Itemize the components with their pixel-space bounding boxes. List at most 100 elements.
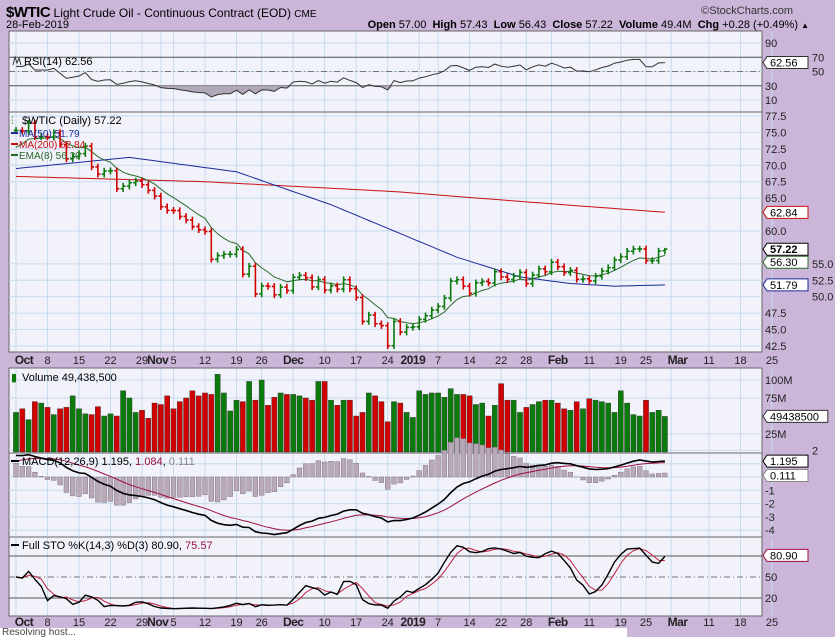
ohlc-bar [158, 192, 164, 211]
volume-bar [183, 397, 189, 453]
rsi-oversold-fill [16, 85, 665, 97]
tag-box [762, 56, 809, 70]
macd-histogram-bar [416, 470, 422, 478]
ohlc-bar [423, 312, 428, 323]
brand-logo[interactable]: ©StockCharts.com [701, 5, 793, 17]
volume-bar [384, 421, 391, 453]
volume-value-tag: 49438500 [762, 409, 829, 423]
macd-histogram-bar [88, 476, 95, 499]
volume-bar [145, 417, 152, 453]
volume-bar [605, 402, 611, 453]
y-tick-label: 42.5 [765, 341, 786, 353]
legend-ma200: MA(200) 62.84 [19, 140, 86, 151]
ohlc-bar [498, 268, 504, 281]
volume-bar [586, 398, 593, 453]
y-tick-label: 10 [765, 95, 777, 107]
ohlc-bar [108, 167, 113, 175]
macd-histogram-bar [252, 476, 259, 497]
volume-bar [662, 416, 668, 453]
x-axis-label: 22 [104, 617, 116, 629]
volume-bar [618, 390, 624, 453]
x-axis-label: 17 [350, 617, 362, 629]
ohlc-bar [26, 119, 32, 135]
macd-histogram-bar [366, 476, 372, 478]
x-axis-label: 28 [520, 355, 532, 367]
volume-bar [422, 394, 429, 453]
x-axis-label: Mar [668, 353, 689, 367]
volume-bar [391, 401, 397, 453]
x-axis-label: 5 [170, 617, 176, 629]
x-axis-label: 11 [584, 617, 595, 629]
macd-histogram-bar [328, 461, 334, 478]
y-tick-label: 47.5 [765, 308, 786, 320]
y-tick-label: 20 [765, 593, 777, 605]
volume-bar [636, 415, 643, 453]
x-axis-label: 25 [766, 355, 778, 367]
x-axis-label: 18 [734, 355, 746, 367]
macd-histogram-bar [57, 476, 63, 486]
ohlc-bar [145, 181, 151, 194]
macd-histogram-bar [259, 476, 265, 496]
volume-bar [372, 395, 378, 453]
macd-legend-signal: 1.084 [135, 456, 163, 468]
ohlc-bar [70, 153, 76, 163]
y-tick-label: 30 [765, 81, 777, 93]
x-axis-label: Dec [283, 615, 304, 629]
macd-histogram-bar [120, 476, 126, 506]
volume-bar [290, 394, 297, 453]
volume-bar [366, 392, 372, 453]
separator: , [163, 456, 169, 468]
volume-bar [542, 399, 548, 453]
y-tick-label: 65.0 [765, 193, 786, 205]
ohlc-bar [252, 262, 258, 298]
macd-histogram-bar [63, 476, 70, 493]
volume-bar [435, 392, 441, 453]
close-label: Close [552, 19, 583, 31]
macd-histogram-bar [378, 476, 385, 483]
x-axis-label: 14 [463, 355, 475, 367]
ohlc-bar [517, 269, 523, 280]
price-series [13, 119, 668, 350]
volume-bar [126, 397, 133, 453]
volume-bar [592, 399, 599, 453]
ohlc-bar [278, 283, 284, 299]
ohlc-bar [618, 253, 624, 264]
macd-histogram-bar [391, 476, 397, 485]
macd-histogram-bar [107, 476, 114, 502]
macd-histogram-bar [454, 437, 460, 478]
macd-histogram-bar [196, 476, 202, 497]
macd-histogram-bar [492, 447, 498, 478]
tag-box [762, 242, 809, 256]
ohlc-bar [385, 322, 391, 350]
macd-histogram-bar [290, 474, 296, 478]
chg-value: +0.28 (+0.49%) [722, 19, 799, 31]
tag-text: 62.56 [770, 58, 798, 70]
tag-box [762, 548, 809, 562]
macd-histogram-bar [101, 476, 107, 503]
ohlc-bar [221, 250, 227, 259]
volume-value: 49.4M [661, 19, 692, 31]
ema8-value-tag: 56.30 [762, 255, 809, 269]
volume-bar [284, 394, 290, 453]
x-axis-label: 19 [615, 355, 627, 367]
volume-bar [271, 397, 278, 453]
tag-text: 62.84 [770, 207, 798, 219]
ohlc-bar [246, 262, 252, 278]
x-axis-label: 26 [256, 617, 268, 629]
ohlc-bar [536, 265, 542, 279]
ohlc-bar [435, 303, 441, 314]
ohlc-bar [240, 246, 246, 278]
x-axis-label: 8 [44, 617, 50, 629]
ohlc-bar [133, 177, 139, 187]
ohlc-bar [341, 276, 347, 293]
volume-bar [340, 399, 347, 453]
rsi-legend: RSI(14) 62.56 [24, 56, 92, 68]
x-axis-label: Nov [147, 615, 169, 629]
macd-histogram-bar [410, 475, 416, 478]
ohlc-bar [171, 207, 176, 214]
x-axis-label: 22 [495, 355, 507, 367]
sto-legend-k: 80.90 [151, 540, 179, 552]
macd-histogram-bar [19, 466, 25, 478]
ma200-value-tag: 62.84 [762, 205, 809, 219]
volume-bar [561, 408, 567, 453]
